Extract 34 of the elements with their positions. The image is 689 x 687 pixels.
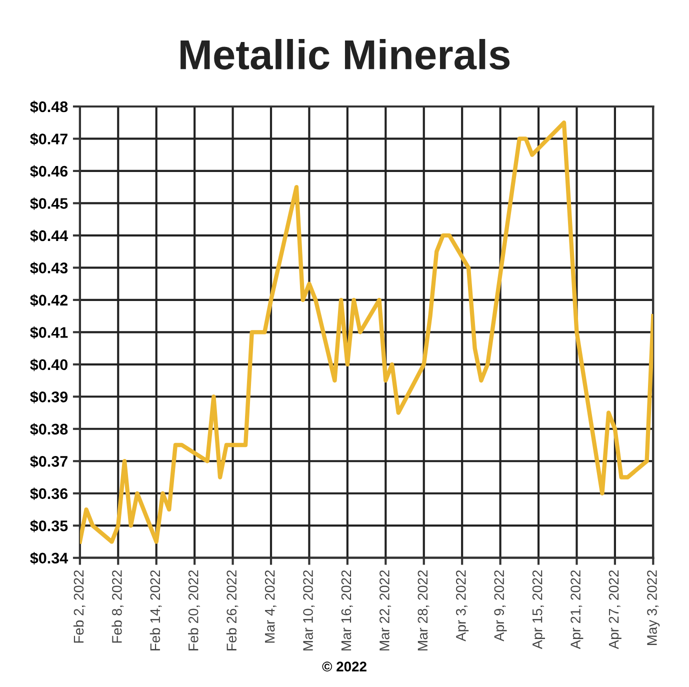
x-tick-label: Mar 16, 2022: [341, 570, 353, 650]
y-tick-label: $0.47: [30, 132, 68, 146]
x-tick-label: Mar 4, 2022: [264, 570, 276, 643]
y-tick-label: $0.46: [30, 165, 68, 178]
x-tick-label: Apr 15, 2022: [532, 570, 545, 650]
y-tick-label: $0.43: [30, 262, 68, 274]
x-tick-label: Feb 20, 2022: [188, 570, 200, 650]
chart-title: Metallic Minerals: [180, 38, 510, 70]
y-tick-label: $0.36: [30, 488, 68, 500]
x-tick-label: Mar 22, 2022: [380, 570, 392, 650]
y-tick-label: $0.45: [30, 197, 68, 210]
line-series: [80, 120, 654, 544]
y-tick-label: $0.35: [30, 520, 68, 532]
text: © 2022: [322, 662, 366, 672]
x-tick-label: Mar 10, 2022: [303, 570, 315, 650]
x-tick-label: Feb 8, 2022: [112, 570, 124, 643]
x-tick-label: Mar 28, 2022: [418, 570, 430, 650]
x-tick-label: Apr 9, 2022: [494, 570, 507, 642]
y-tick-label: $0.48: [30, 100, 68, 114]
y-tick-label: $0.38: [30, 423, 68, 436]
y-tick-label: $0.40: [30, 358, 68, 372]
x-tick-label: Apr 21, 2022: [570, 570, 584, 650]
y-tick-label: $0.39: [30, 390, 68, 404]
x-tick-label: Apr 3, 2022: [456, 570, 469, 642]
x-tick-label: May 3, 2022: [647, 570, 660, 645]
y-tick-label: $0.41: [30, 326, 68, 339]
y-tick-label: $0.37: [30, 455, 68, 468]
x-tick-label: Feb 2, 2022: [73, 570, 86, 643]
y-tick-label: $0.34: [30, 552, 68, 565]
x-tick-label: Feb 14, 2022: [150, 570, 162, 650]
y-tick-label: $0.42: [30, 294, 68, 307]
x-tick-label: Apr 27, 2022: [608, 570, 622, 650]
y-tick-label: $0.44: [30, 230, 68, 242]
x-tick-label: Feb 26, 2022: [226, 570, 238, 650]
